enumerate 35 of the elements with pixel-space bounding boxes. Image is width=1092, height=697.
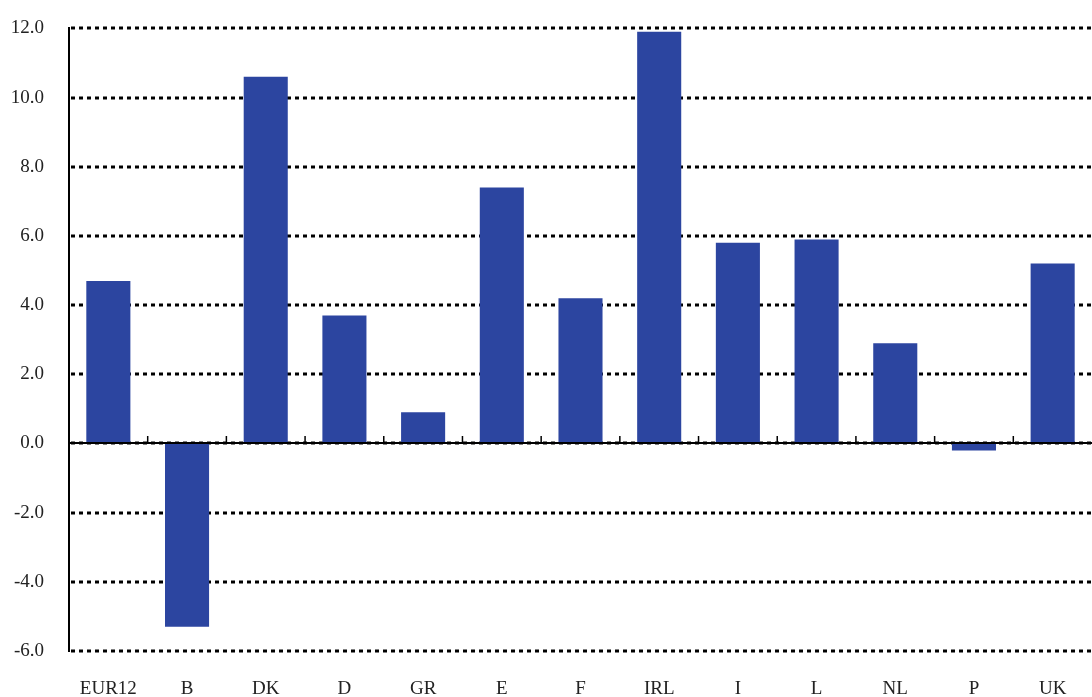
- bar: [86, 280, 131, 444]
- bar: [401, 412, 446, 444]
- y-tick-label: -2.0: [13, 500, 44, 522]
- bar: [873, 343, 918, 444]
- x-tick-label: E: [496, 677, 508, 697]
- bar: [322, 315, 367, 444]
- y-tick-label: 10.0: [10, 85, 44, 107]
- y-tick-label: 4.0: [20, 293, 44, 315]
- bar: [637, 31, 682, 444]
- y-tick-label: 8.0: [20, 154, 44, 176]
- x-tick-label: EUR12: [79, 677, 137, 697]
- x-tick-label: L: [810, 677, 823, 697]
- x-tick-label: D: [337, 677, 352, 697]
- bar: [794, 239, 839, 444]
- bar: [479, 187, 524, 444]
- x-tick-label: B: [180, 677, 194, 697]
- bar: [1030, 263, 1075, 444]
- bar: [715, 242, 760, 444]
- x-tick-label: F: [575, 677, 586, 697]
- x-tick-label: NL: [882, 677, 908, 697]
- x-tick-label: GR: [409, 677, 437, 697]
- bar: [558, 298, 603, 444]
- y-tick-label: -4.0: [13, 569, 44, 591]
- x-tick-label: UK: [1038, 677, 1067, 697]
- y-tick-label: 12.0: [10, 16, 44, 38]
- bar: [165, 443, 210, 627]
- y-tick-label: 6.0: [20, 223, 44, 245]
- y-tick-label: 2.0: [20, 362, 44, 384]
- bar: [243, 76, 288, 444]
- x-tick-label: DK: [252, 677, 280, 697]
- x-tick-label: I: [734, 677, 742, 697]
- y-tick-label: 0.0: [20, 431, 44, 453]
- x-tick-label: P: [968, 677, 980, 697]
- x-tick-label: IRL: [643, 677, 675, 697]
- y-tick-label: -6.0: [13, 638, 44, 660]
